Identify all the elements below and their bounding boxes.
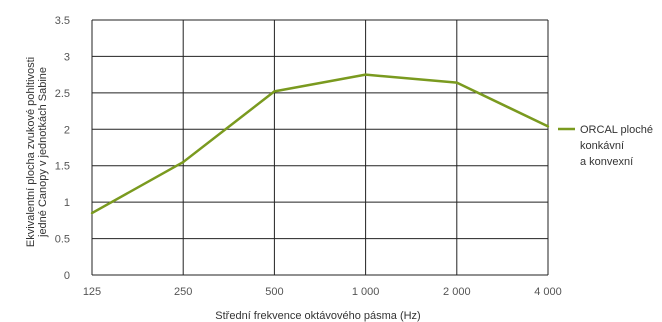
legend-label-line-1: ORCAL ploché (580, 124, 653, 136)
y-axis-label-line-2: jedné Canopy v jednotkách Sabine (37, 67, 49, 238)
legend-label-line-2: konkávní (580, 140, 624, 152)
x-tick-label: 500 (265, 286, 283, 298)
x-tick-label: 250 (174, 286, 192, 298)
y-tick-label: 3.5 (55, 15, 70, 27)
data-point (546, 125, 550, 128)
y-tick-label: 0.5 (55, 234, 70, 246)
x-tick-label: 125 (83, 286, 101, 298)
series-layer (90, 73, 550, 215)
data-point (182, 160, 185, 164)
y-tick-label: 2.5 (55, 88, 70, 100)
grid (91, 19, 549, 276)
y-tick-label: 1 (64, 197, 70, 209)
data-point (90, 211, 94, 215)
y-tick-label: 0 (64, 270, 70, 282)
y-tick-labels: 0 0.5 1 1.5 2 2.5 3 3.5 (55, 15, 70, 282)
x-tick-label: 1 000 (352, 286, 380, 298)
y-tick-label: 3 (64, 51, 70, 63)
series-line (91, 73, 549, 215)
x-tick-labels: 125 250 500 1 000 2 000 4 000 (83, 286, 562, 298)
x-tick-label: 2 000 (443, 286, 471, 298)
y-tick-label: 1.5 (55, 161, 70, 173)
y-axis-label-line-1: Ekvivalentní plocha zvukové pohltivosti (25, 57, 37, 247)
y-axis-label: Ekvivalentní plocha zvukové pohltivosti … (25, 57, 49, 247)
data-point (273, 90, 276, 93)
data-point (455, 81, 458, 84)
y-tick-label: 2 (64, 124, 70, 136)
legend: ORCAL ploché konkávní a konvexní (558, 124, 653, 168)
x-tick-label: 4 000 (534, 286, 562, 298)
data-point (364, 73, 367, 76)
x-axis-label: Střední frekvence oktávového pásma (Hz) (215, 310, 420, 322)
legend-label-line-3: a konvexní (580, 156, 633, 168)
